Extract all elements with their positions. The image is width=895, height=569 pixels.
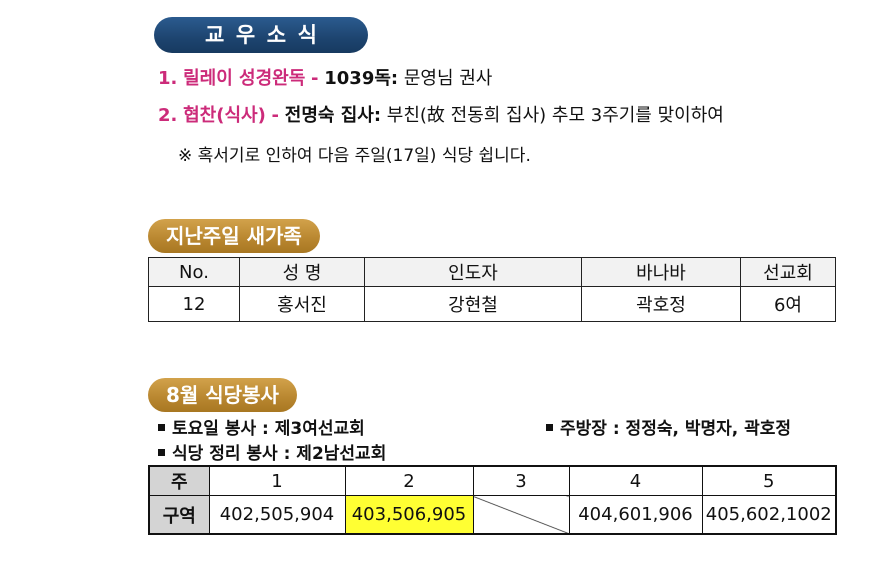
area-cell-highlighted: 403,506,905 (344, 495, 474, 535)
news-item-2-dash: - (271, 105, 280, 126)
week-cell: 3 (472, 465, 570, 496)
cell-name: 홍서진 (239, 286, 365, 322)
saturday-service-text: 토요일 봉사 : 제3여선교회 (172, 419, 365, 439)
week-cell: 5 (701, 465, 837, 496)
area-label: 구역 (148, 495, 210, 535)
meal-service-table: 주 1 2 3 4 5 구역 402,505,904 403,506,905 4… (148, 465, 837, 535)
area-cell-empty (472, 495, 570, 535)
news-item-2-number: 2. (158, 105, 178, 126)
week-cell: 1 (208, 465, 346, 496)
new-family-table: No. 성 명 인도자 바나바 선교회 12 홍서진 강현철 곽호정 6여 (148, 257, 836, 322)
week-cell: 2 (344, 465, 474, 496)
family-title-badge: 지난주일 새가족 (148, 219, 320, 253)
news-note: ※ 혹서기로 인하여 다음 주일(17일) 식당 쉽니다. (178, 146, 531, 166)
news-item-1-key: 1039독: (324, 68, 399, 89)
table-row: 12 홍서진 강현철 곽호정 6여 (148, 286, 836, 322)
week-row: 주 1 2 3 4 5 (148, 465, 837, 496)
cleanup-service-text: 식당 정리 봉사 : 제2남선교회 (172, 444, 387, 464)
header-no: No. (148, 257, 240, 287)
area-row: 구역 402,505,904 403,506,905 404,601,906 4… (148, 495, 837, 535)
bullet-icon (158, 449, 165, 456)
news-item-2: 2. 협찬(식사) - 전명숙 집사: 부친(故 전동희 집사) 추모 3주기를… (158, 101, 724, 127)
cell-no: 12 (148, 286, 240, 322)
header-guide: 인도자 (364, 257, 582, 287)
saturday-service: 토요일 봉사 : 제3여선교회 (158, 414, 365, 439)
news-item-2-text: 부친(故 전동희 집사) 추모 3주기를 맞이하여 (386, 105, 724, 126)
news-item-1-text: 문영님 권사 (403, 68, 493, 89)
week-label: 주 (148, 465, 210, 496)
news-item-1: 1. 릴레이 성경완독 - 1039독: 문영님 권사 (158, 64, 492, 90)
header-name: 성 명 (239, 257, 365, 287)
week-cell: 4 (568, 465, 703, 496)
area-cell: 405,602,1002 (701, 495, 837, 535)
bullet-icon (158, 424, 165, 431)
table-header-row: No. 성 명 인도자 바나바 선교회 (148, 257, 836, 287)
kitchen-chief-text: 주방장 : 정정숙, 박명자, 곽호정 (560, 419, 792, 439)
cell-barnabas: 곽호정 (581, 286, 741, 322)
kitchen-chief: 주방장 : 정정숙, 박명자, 곽호정 (546, 414, 791, 439)
news-item-1-dash: - (311, 68, 319, 89)
news-item-1-number: 1. (158, 68, 178, 89)
header-barnabas: 바나바 (581, 257, 741, 287)
news-title-badge: 교우소식 (154, 17, 368, 53)
meal-title-badge: 8월 식당봉사 (148, 378, 297, 412)
cleanup-service: 식당 정리 봉사 : 제2남선교회 (158, 439, 386, 464)
header-mission: 선교회 (740, 257, 836, 287)
news-item-1-label: 릴레이 성경완독 (183, 68, 306, 89)
bullet-icon (546, 424, 553, 431)
news-item-2-key: 전명숙 집사: (284, 105, 382, 126)
cell-guide: 강현철 (364, 286, 582, 322)
news-item-2-label: 협찬(식사) (183, 105, 266, 126)
area-cell: 404,601,906 (568, 495, 703, 535)
area-cell: 402,505,904 (208, 495, 346, 535)
cell-mission: 6여 (740, 286, 836, 322)
